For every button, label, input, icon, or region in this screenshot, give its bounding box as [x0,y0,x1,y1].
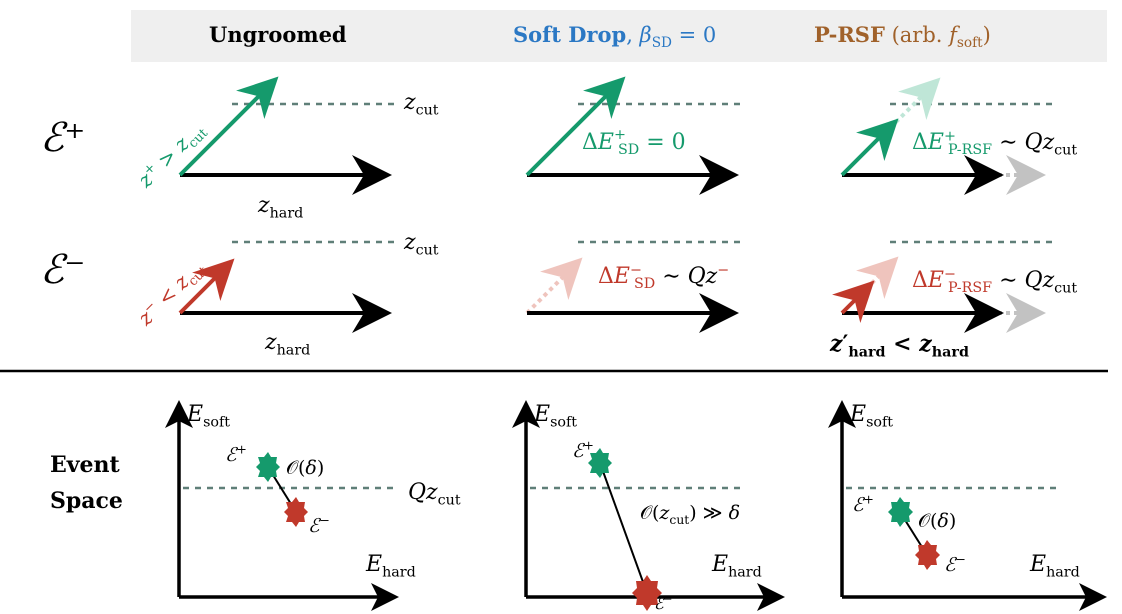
header-ungroomed: Ungroomed [209,22,347,47]
soft-arrow-faded [856,256,899,299]
axis-y-label: Esoft [187,402,231,431]
row-label-plus: ℰ⁺ [40,115,86,161]
soft-arrow-faded [888,77,941,130]
de-sd-minus-label: ΔE−SD ∼ Qz− [598,262,730,293]
event-connector [599,462,648,594]
header-band [131,10,1107,62]
axis-y-label: Esoft [850,402,894,431]
event-minus-star [915,540,940,570]
soft-arrow-green [525,76,626,177]
header-prsf: P-RSF (arb. fsoft) [814,22,991,52]
soft-arrow-red [832,280,875,323]
de-sd-plus-label: ΔE+SD = 0 [582,126,686,159]
event-minus-star [632,575,662,611]
event-plus-star [256,452,280,482]
soft-arrow-red [178,258,235,315]
zhard-prime-label: z′hard < zhard [830,331,969,361]
event-minus-label: ℰ− [654,593,673,613]
axis-x-label: Ehard [366,552,416,581]
event-plus-star [588,448,612,478]
zcut-label: zcut [404,90,439,119]
event-plus-label: ℰ+ [572,438,594,462]
order-zcut-label: 𝒪(zcut) ≫ δ [640,502,741,527]
axis-x-label: Ehard [712,552,762,581]
order-delta-label: 𝒪(δ) [918,510,957,532]
event-plus-label: ℰ+ [225,442,247,466]
zhard-label: zhard [265,330,311,359]
soft-arrow-faded [525,257,583,315]
header-soft-drop-bold: Soft Drop [513,22,627,47]
header-prsf-bold: P-RSF [814,22,885,47]
soft-arrow-green [178,76,279,177]
event-plus-label: ℰ+ [852,492,874,516]
event-space-title-1: Event [50,452,120,478]
event-minus-label: ℰ− [944,552,966,576]
event-minus-label: ℰ− [308,513,330,537]
event-space-title-2: Space [50,488,123,514]
order-delta-label: 𝒪(δ) [286,457,325,479]
de-prsf-minus-label: ΔE−P-RSF ∼ Qzcut [912,266,1078,297]
axis-x-label: Ehard [1030,552,1080,581]
qzcut-label: Qzcut [408,480,461,509]
zcut-label: zcut [404,230,439,259]
axis-y-label: Esoft [534,402,578,431]
soft-arrow-green [840,118,899,177]
event-minus-star [284,497,308,527]
de-prsf-plus-label: ΔE+P-RSF ∼ Qzcut [912,128,1078,159]
zhard-label: zhard [258,193,304,222]
event-plus-star [888,497,913,527]
row-label-minus: ℰ⁻ [40,247,86,293]
header-soft-drop: Soft Drop, βSD = 0 [513,22,717,52]
